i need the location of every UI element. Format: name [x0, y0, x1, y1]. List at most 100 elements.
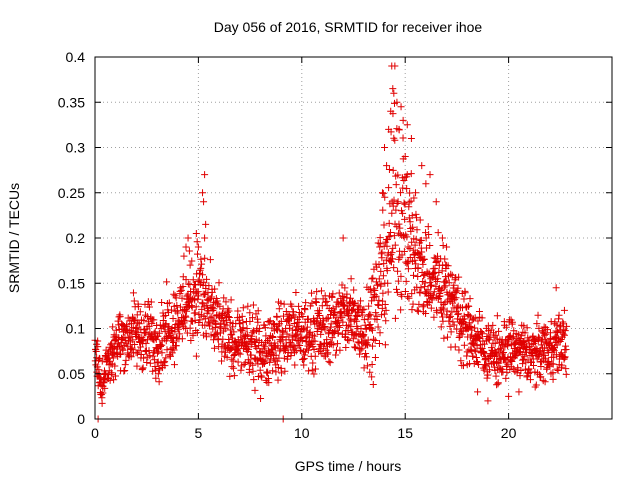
data-point: [385, 219, 393, 227]
data-point: [461, 315, 469, 323]
data-point: [258, 373, 266, 381]
data-point: [532, 381, 540, 389]
data-point: [543, 326, 551, 334]
data-point: [95, 356, 103, 364]
data-point: [284, 310, 292, 318]
data-point: [192, 229, 200, 237]
data-point: [557, 349, 565, 357]
data-point: [290, 349, 298, 357]
data-point: [223, 353, 231, 361]
data-point: [372, 292, 380, 300]
data-point: [162, 312, 170, 320]
data-point: [129, 336, 137, 344]
data-point: [352, 344, 360, 352]
data-point: [396, 230, 404, 238]
data-point: [196, 316, 204, 324]
data-point: [463, 361, 471, 369]
data-point: [254, 307, 262, 315]
data-point: [310, 370, 318, 378]
data-point: [364, 336, 372, 344]
data-point: [359, 306, 367, 314]
data-point: [390, 89, 398, 97]
data-point: [150, 349, 158, 357]
data-point: [406, 245, 414, 253]
data-point: [239, 304, 247, 312]
data-point: [407, 197, 415, 205]
data-point: [416, 289, 424, 297]
data-point: [374, 301, 382, 309]
data-point: [413, 214, 421, 222]
data-point: [366, 368, 374, 376]
data-point: [430, 269, 438, 277]
data-point: [447, 270, 455, 278]
data-point: [388, 255, 396, 263]
data-point: [553, 341, 561, 349]
data-point: [360, 305, 368, 313]
data-point: [449, 318, 457, 326]
data-point: [283, 330, 291, 338]
data-point: [209, 306, 217, 314]
data-point: [234, 307, 242, 315]
data-point: [439, 317, 447, 325]
data-point: [342, 344, 350, 352]
data-point: [504, 342, 512, 350]
data-point: [198, 271, 206, 279]
data-point: [123, 328, 131, 336]
data-point: [400, 176, 408, 184]
data-point: [142, 339, 150, 347]
data-point: [245, 358, 253, 366]
data-point: [391, 241, 399, 249]
data-point: [264, 369, 272, 377]
data-point: [397, 103, 405, 111]
data-point: [426, 171, 434, 179]
data-point: [420, 255, 428, 263]
data-point: [534, 311, 542, 319]
data-point: [136, 308, 144, 316]
data-point: [440, 334, 448, 342]
data-point: [469, 315, 477, 323]
data-point: [403, 121, 411, 129]
data-point: [149, 352, 157, 360]
data-point: [409, 223, 417, 231]
data-point: [188, 257, 196, 265]
data-point: [215, 279, 223, 287]
data-point: [529, 332, 537, 340]
y-tick-label: 0.3: [66, 140, 86, 156]
data-point: [532, 344, 540, 352]
data-point: [365, 302, 373, 310]
data-point: [489, 321, 497, 329]
data-point: [450, 321, 458, 329]
data-point: [393, 288, 401, 296]
data-point: [356, 350, 364, 358]
data-point: [158, 298, 166, 306]
data-point: [239, 324, 247, 332]
data-point: [202, 220, 210, 228]
data-point: [553, 333, 561, 341]
data-point: [185, 247, 193, 255]
data-point: [244, 302, 252, 310]
data-point: [382, 256, 390, 264]
data-point: [328, 293, 336, 301]
data-point: [182, 243, 190, 251]
data-point: [401, 200, 409, 208]
data-point: [360, 364, 368, 372]
data-point: [418, 162, 426, 170]
data-point: [169, 337, 177, 345]
data-point: [181, 317, 189, 325]
data-point: [228, 355, 236, 363]
data-point: [401, 153, 409, 161]
data-point: [165, 299, 173, 307]
data-point: [288, 302, 296, 310]
data-point: [343, 336, 351, 344]
data-point: [363, 353, 371, 361]
data-point: [336, 312, 344, 320]
data-point: [491, 339, 499, 347]
data-point: [229, 343, 237, 351]
data-point: [422, 229, 430, 237]
data-point: [194, 295, 202, 303]
data-point: [517, 332, 525, 340]
data-point: [167, 345, 175, 353]
data-point: [396, 224, 404, 232]
data-point: [194, 243, 202, 251]
data-point: [323, 336, 331, 344]
